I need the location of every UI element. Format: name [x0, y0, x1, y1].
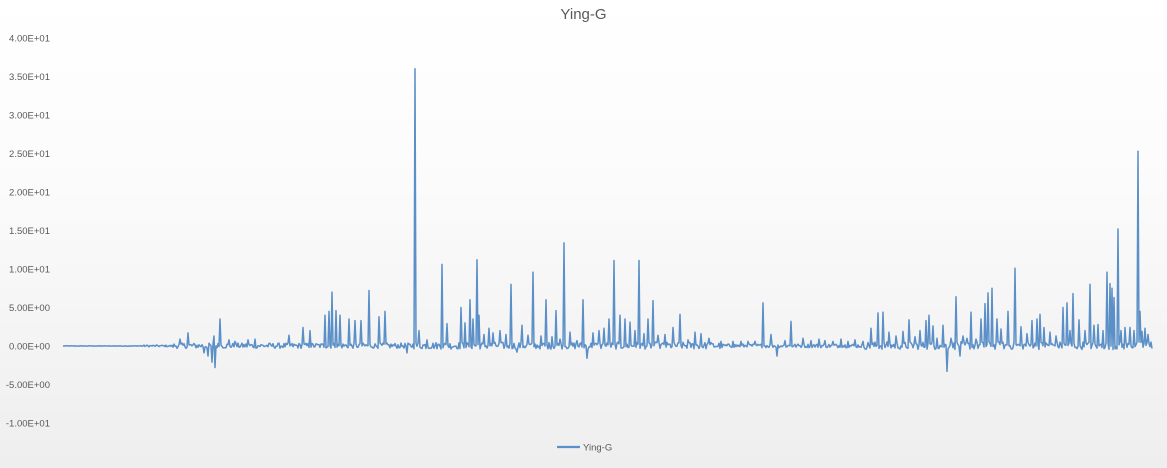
y-tick-label: 0.00E+00	[9, 342, 50, 353]
y-tick-label: 5.00E+00	[9, 303, 50, 314]
y-tick-label: 3.50E+01	[9, 72, 50, 83]
y-tick-label: 2.00E+01	[9, 188, 50, 199]
y-tick-label: 2.50E+01	[9, 149, 50, 160]
plot-area	[62, 68, 1153, 373]
y-tick-label: 1.50E+01	[9, 226, 50, 237]
y-tick-label: 1.00E+01	[9, 265, 50, 276]
y-tick-label: 3.00E+01	[9, 111, 50, 122]
y-tick-label: 4.00E+01	[9, 34, 50, 45]
legend-label: Ying-G	[583, 443, 612, 454]
y-tick-label: -5.00E+00	[6, 380, 50, 391]
chart-title: Ying-G	[560, 6, 607, 23]
y-tick-label: -1.00E+01	[6, 419, 50, 430]
legend: Ying-G	[557, 443, 612, 454]
series-line-ying-g	[62, 68, 1153, 373]
y-axis: -1.00E+01 -5.00E+00 0.00E+00 5.00E+00 1.00E+…	[6, 34, 50, 430]
